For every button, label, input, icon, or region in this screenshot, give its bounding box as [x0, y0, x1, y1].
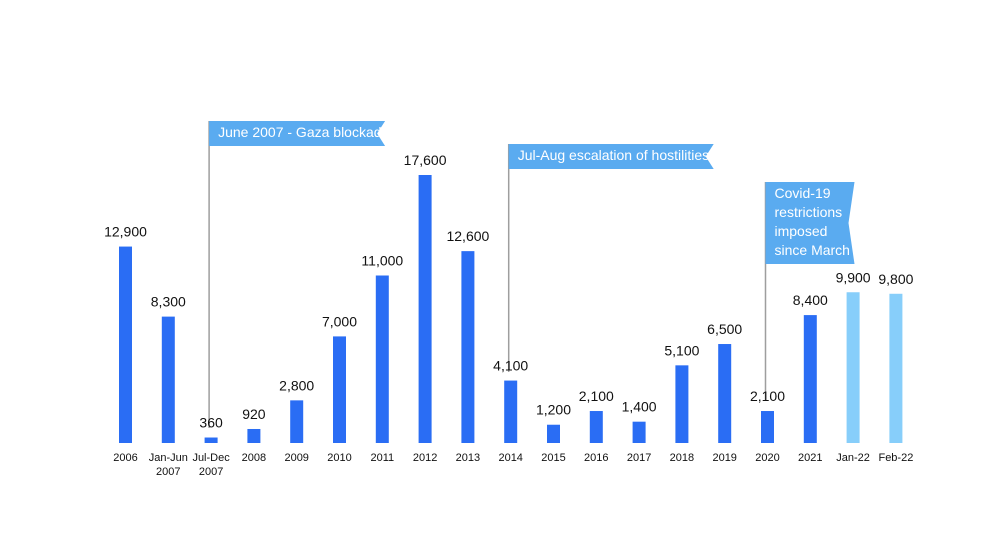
value-label-10: 1,200 [536, 402, 571, 418]
tick-label-12: 2017 [627, 452, 651, 464]
tick-label-8: 2013 [456, 452, 480, 464]
value-label-9: 4,100 [493, 358, 528, 374]
annotation-text-covid: Covid-19 restrictions imposed since March [775, 185, 850, 258]
value-label-4: 2,800 [279, 377, 314, 393]
value-label-5: 7,000 [322, 313, 357, 329]
value-label-2: 360 [199, 415, 223, 431]
value-label-7: 17,600 [404, 152, 447, 168]
bar-4 [290, 400, 304, 443]
annotation-text-gaza-blockade: June 2007 - Gaza blockade [218, 124, 389, 140]
tick-label-10: 2015 [541, 452, 565, 464]
tick-label-11: 2016 [584, 452, 608, 464]
bar-13 [675, 365, 689, 443]
bar-14 [718, 344, 732, 443]
tick-label-17: Jan-22 [836, 452, 870, 464]
annotation-text-escalation: Jul-Aug escalation of hostilities [518, 147, 709, 163]
value-label-3: 920 [242, 406, 266, 422]
bar-3 [247, 428, 261, 443]
tick-label-3: 2008 [242, 452, 266, 464]
bar-16 [803, 315, 817, 443]
value-label-16: 8,400 [793, 292, 828, 308]
tick-label-0: 2006 [113, 452, 137, 464]
annotations: June 2007 - Gaza blockade Jul-Aug escalat… [208, 121, 855, 428]
value-label-13: 5,100 [664, 342, 699, 358]
bars [119, 175, 903, 443]
tick-label-4: 2009 [284, 452, 308, 464]
tick-label-6: 2011 [370, 452, 394, 464]
tick-label-16: 2021 [798, 452, 822, 464]
value-label-14: 6,500 [707, 321, 742, 337]
value-label-12: 1,400 [622, 399, 657, 415]
bar-1 [161, 316, 175, 443]
value-label-15: 2,100 [750, 388, 785, 404]
bar-2 [204, 437, 218, 443]
tick-label-5: 2010 [327, 452, 351, 464]
bar-17 [846, 292, 860, 443]
bar-12 [632, 421, 646, 443]
value-label-8: 12,600 [446, 228, 489, 244]
tick-label-1: Jan-Jun 2007 [149, 452, 188, 478]
value-label-6: 11,000 [361, 253, 403, 269]
bar-0 [119, 246, 132, 443]
value-label-1: 8,300 [151, 294, 186, 310]
bar-6 [375, 275, 389, 443]
value-label-17: 9,900 [836, 269, 871, 285]
tick-label-14: 2019 [712, 452, 736, 464]
bar-11 [589, 411, 603, 443]
bar-7 [418, 175, 432, 443]
tick-label-9: 2014 [498, 452, 522, 464]
annotation-flag-covid [765, 182, 855, 264]
bar-9 [504, 380, 518, 443]
tick-label-15: 2020 [755, 452, 779, 464]
tick-label-2: Jul-Dec 2007 [192, 452, 230, 478]
tick-label-18: Feb-22 [878, 452, 913, 464]
value-label-0: 12,900 [104, 224, 147, 240]
value-labels: 12,900 8,300 360 920 2,800 7,000 11,000 17,600 1… [104, 152, 914, 431]
annotation-flag-gaza-blockade [209, 121, 386, 146]
bar-18 [889, 293, 903, 443]
bar-10 [547, 424, 560, 443]
value-label-18: 9,800 [878, 271, 913, 287]
annotation-flag-escalation [508, 144, 714, 169]
bar-15 [761, 411, 774, 443]
bar-5 [333, 336, 346, 443]
tick-label-13: 2018 [670, 452, 694, 464]
bar-8 [461, 251, 475, 443]
tick-label-7: 2012 [413, 452, 437, 464]
value-label-11: 2,100 [579, 388, 614, 404]
